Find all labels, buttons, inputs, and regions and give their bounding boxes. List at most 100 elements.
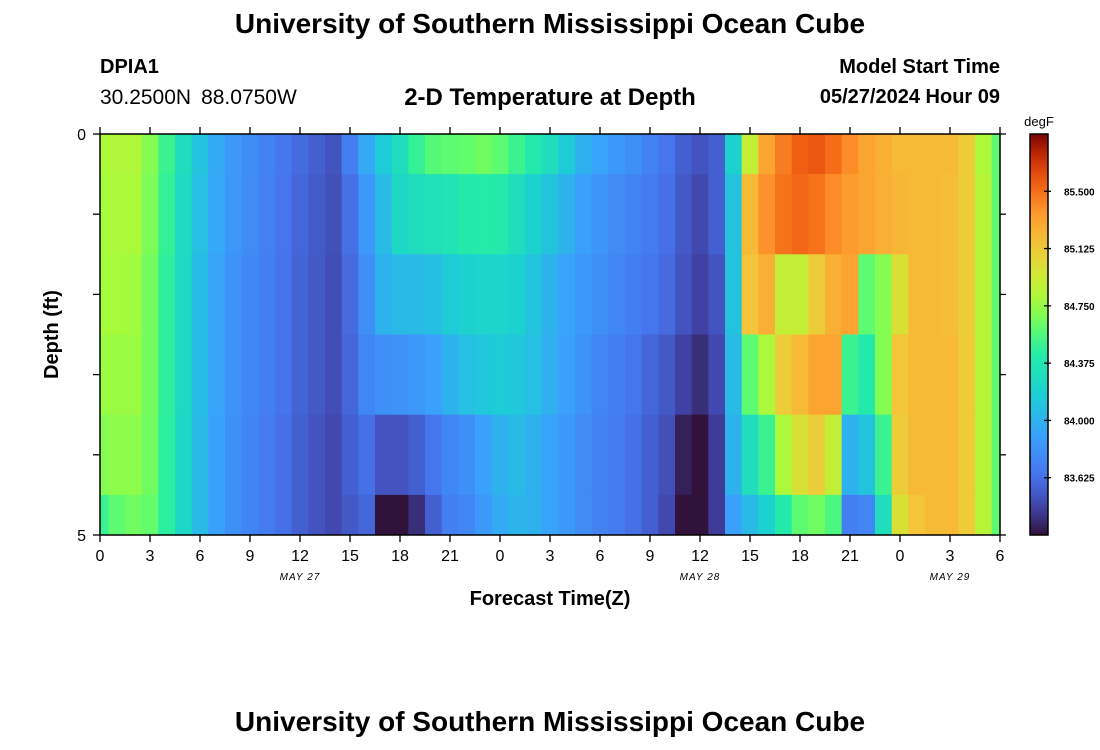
heatmap-cell [925, 414, 943, 496]
heatmap-cell [691, 414, 709, 496]
heatmap-cell [358, 334, 376, 416]
heatmap-cell [808, 494, 826, 536]
heatmap-cells [100, 134, 1001, 536]
heatmap-cell [741, 494, 759, 536]
heatmap-cell [941, 494, 959, 536]
heatmap-cell [541, 254, 559, 335]
heatmap-cell [658, 414, 676, 496]
heatmap-cell [391, 134, 409, 175]
date-label: MAY 29 [930, 572, 971, 583]
heatmap-cell [225, 254, 243, 335]
x-tick-label: 18 [391, 548, 409, 565]
heatmap-cell [691, 334, 709, 416]
heatmap-cell [891, 414, 909, 496]
heatmap-cell [758, 334, 776, 416]
x-tick-label: 21 [441, 548, 459, 565]
x-tick-label: 12 [691, 548, 709, 565]
heatmap-cell [458, 254, 476, 335]
heatmap-cell [258, 254, 276, 335]
heatmap-cell [141, 334, 159, 416]
heatmap-cell [475, 494, 493, 536]
heatmap-cell [158, 134, 176, 175]
heatmap-cell [175, 254, 193, 335]
heatmap-cell [341, 134, 359, 175]
heatmap-cell [441, 254, 459, 335]
heatmap-cell [391, 334, 409, 416]
heatmap-cell [691, 494, 709, 536]
heatmap-cell [475, 414, 493, 496]
heatmap-cell [925, 174, 943, 255]
heatmap-cell [191, 254, 209, 335]
heatmap-cell [625, 174, 643, 255]
heatmap-cell [241, 174, 259, 255]
heatmap-cell [275, 414, 293, 496]
heatmap-cell [591, 414, 609, 496]
heatmap-cell [658, 174, 676, 255]
heatmap-cell [358, 134, 376, 175]
heatmap-cell [725, 134, 743, 175]
heatmap-cell [208, 334, 226, 416]
heatmap-cell [841, 494, 859, 536]
heatmap-cell [391, 414, 409, 496]
heatmap-cell [225, 414, 243, 496]
heatmap-cell [725, 414, 743, 496]
heatmap-cell [908, 414, 926, 496]
heatmap-cell [541, 414, 559, 496]
heatmap-cell [325, 334, 343, 416]
heatmap-cell [841, 134, 859, 175]
heatmap-cell [958, 494, 976, 536]
heatmap-cell [625, 254, 643, 335]
heatmap-cell [975, 254, 993, 335]
heatmap-cell [441, 134, 459, 175]
heatmap-cell [708, 134, 726, 175]
heatmap-cell [891, 254, 909, 335]
heatmap-cell [975, 174, 993, 255]
x-tick-label: 9 [246, 548, 255, 565]
latitude: 30.2500N [100, 86, 192, 109]
date-label: MAY 27 [280, 572, 321, 583]
colorbar-tick-label: 83.625 [1064, 474, 1095, 485]
heatmap-cell [608, 174, 626, 255]
heatmap-cell [858, 414, 876, 496]
heatmap-cell [391, 174, 409, 255]
heatmap-cell [891, 174, 909, 255]
heatmap-cell [658, 254, 676, 335]
x-tick-label: 6 [196, 548, 205, 565]
station-id: DPIA1 [100, 56, 159, 78]
heatmap-cell [991, 334, 1001, 416]
heatmap-cell [758, 134, 776, 175]
heatmap-cell [791, 334, 809, 416]
heatmap-cell [141, 174, 159, 255]
heatmap-cell [808, 414, 826, 496]
heatmap-cell [775, 334, 793, 416]
heatmap-cell [291, 494, 309, 536]
heatmap-cell [958, 174, 976, 255]
heatmap-cell [658, 334, 676, 416]
heatmap-cell [925, 134, 943, 175]
heatmap-cell [425, 174, 443, 255]
heatmap-cell [741, 334, 759, 416]
heatmap-cell [108, 254, 126, 335]
heatmap-cell [158, 174, 176, 255]
x-tick-label: 0 [496, 548, 505, 565]
heatmap-cell [258, 174, 276, 255]
heatmap-cell [958, 334, 976, 416]
heatmap-cell [125, 174, 143, 255]
longitude: 88.0750W [201, 86, 297, 109]
heatmap-cell [108, 334, 126, 416]
heatmap-cell [641, 254, 659, 335]
heatmap-cell [591, 174, 609, 255]
heatmap-cell [458, 494, 476, 536]
heatmap-cell [825, 254, 843, 335]
heatmap-cell [375, 134, 393, 175]
heatmap-cell [241, 134, 259, 175]
heatmap-cell [108, 494, 126, 536]
heatmap-cell [508, 134, 526, 175]
heatmap-cell [541, 174, 559, 255]
heatmap-cell [591, 134, 609, 175]
heatmap-cell [958, 134, 976, 175]
heatmap-cell [141, 494, 159, 536]
heatmap-cell [491, 174, 509, 255]
heatmap-cell [141, 254, 159, 335]
heatmap-cell [525, 334, 543, 416]
